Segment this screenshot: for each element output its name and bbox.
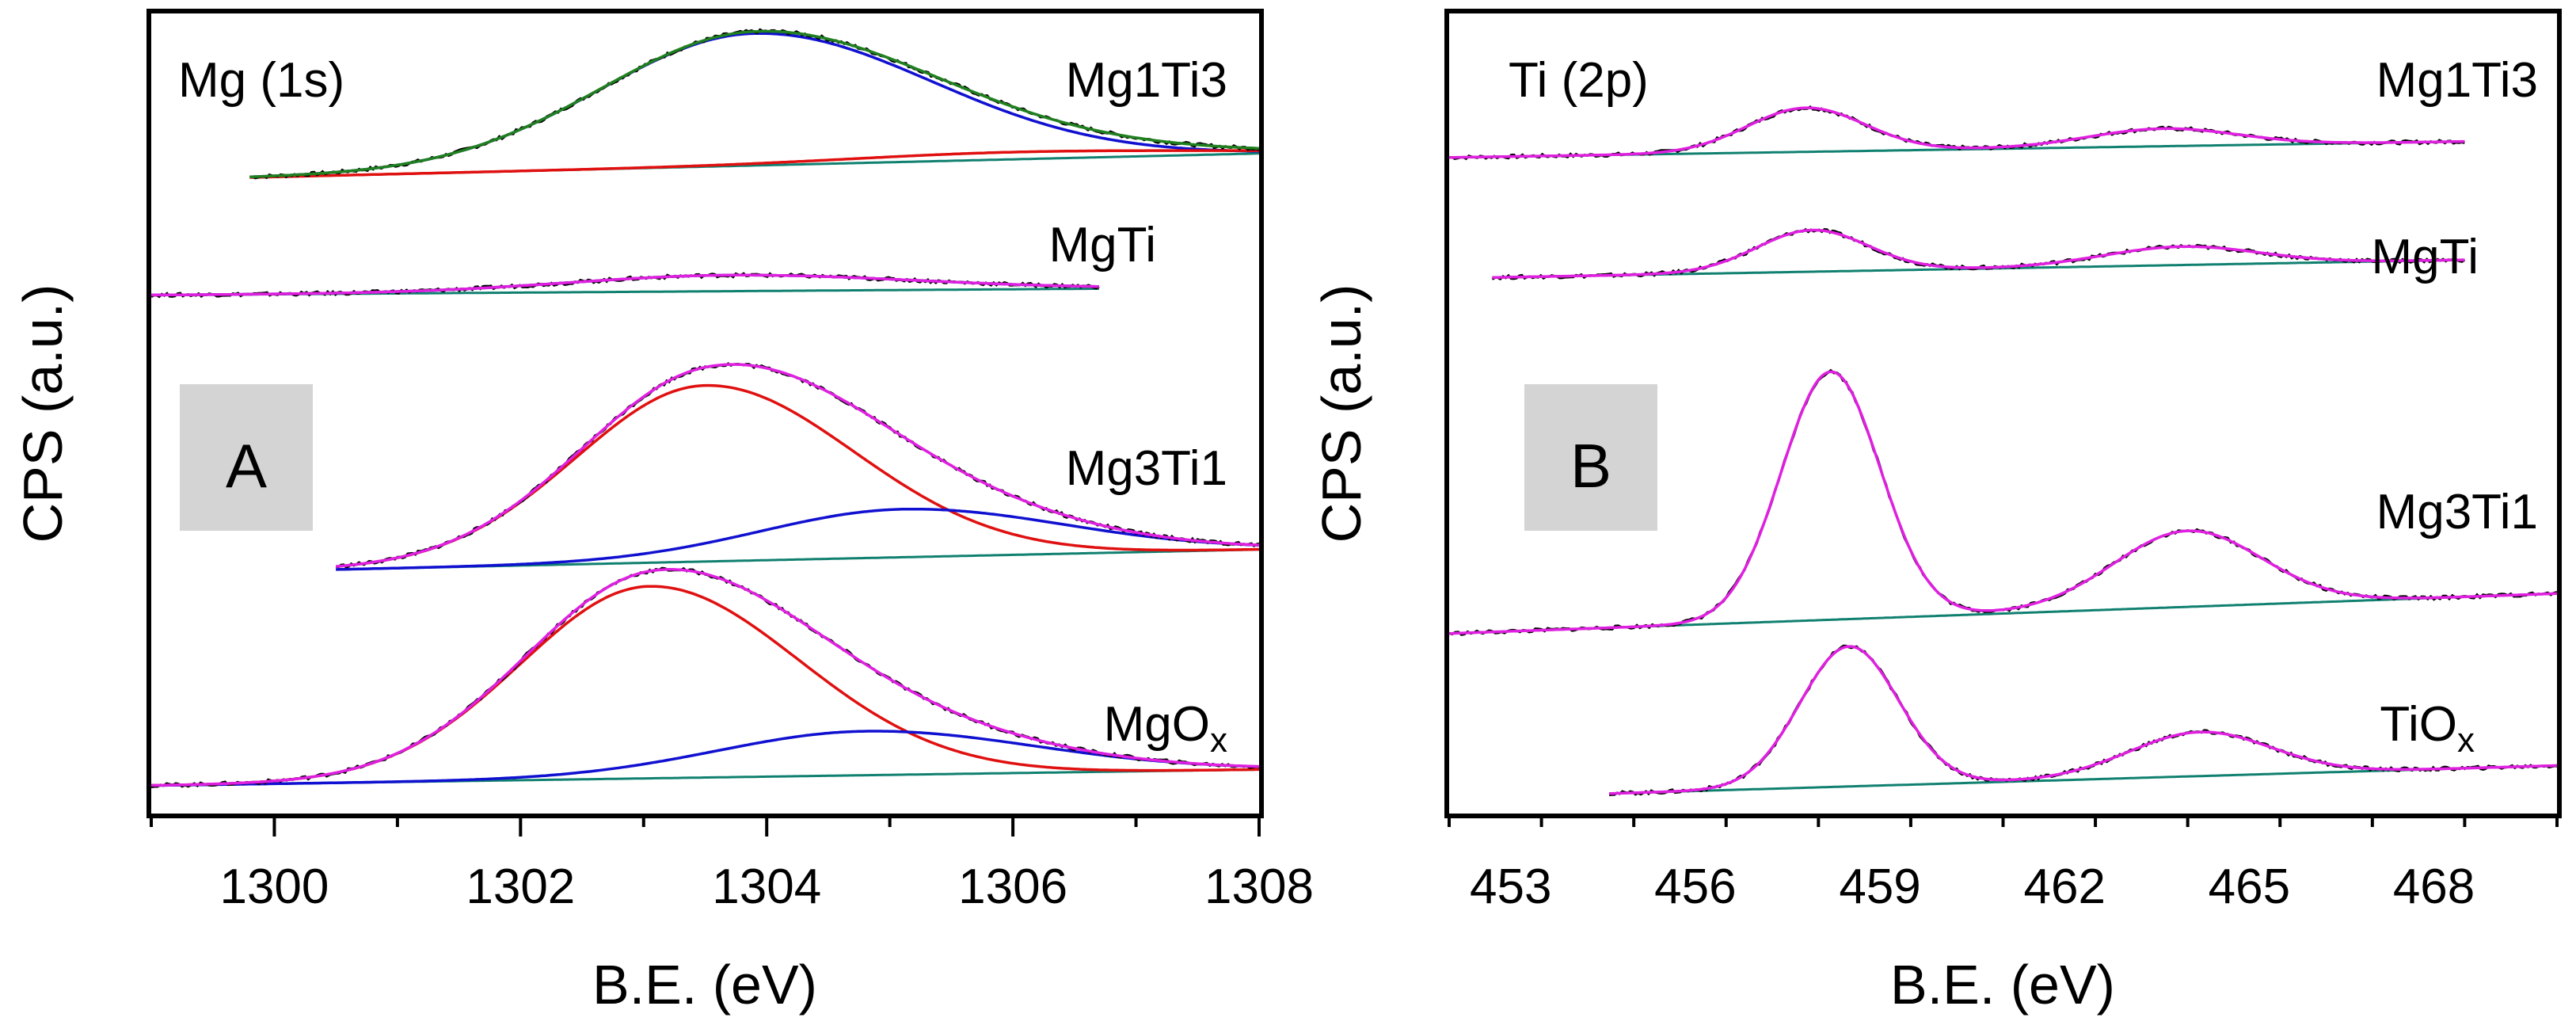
x-tick-label: 1300 xyxy=(219,859,329,914)
sample-label: Mg3Ti1 xyxy=(2376,485,2538,539)
x-tick-label: 1302 xyxy=(466,859,575,914)
x-tick-label: 453 xyxy=(1470,859,1551,914)
x-tick-label: 1304 xyxy=(712,859,821,914)
panel-a-x-axis: 1300 1302 1304 1306 1308 xyxy=(150,816,1314,914)
panel-a-frame xyxy=(146,9,1264,818)
sample-mg1ti3-curves xyxy=(249,28,1260,180)
sample-mgti-curves xyxy=(1491,227,2466,281)
x-tick-label: 1308 xyxy=(1204,859,1314,914)
fit-envelope xyxy=(1609,645,2558,795)
panel-a-element-label: Mg (1s) xyxy=(178,53,344,108)
sample-mgti-curves xyxy=(150,272,1100,299)
sample-mg3ti1-curves xyxy=(335,362,1260,571)
sample-label: Mg1Ti3 xyxy=(1066,53,1227,108)
panel-a-mg-1s: A Mg (1s) 1300 1302 1304 1306 1308 Mg1Ti3 MgT… xyxy=(12,9,1314,1016)
panel-b-label-box xyxy=(1524,384,1657,531)
fit-envelope xyxy=(1448,370,2558,635)
panel-a-label: A xyxy=(226,431,267,501)
panel-b-sample-labels: Mg1Ti3 MgTi Mg3Ti1 TiOx xyxy=(2372,53,2538,760)
panel-a-curves xyxy=(150,28,1260,789)
sample-label: Mg3Ti1 xyxy=(1066,441,1227,496)
panel-b-ti-2p: B Ti (2p) 453 456 459 462 465 468 Mg1Ti3MgTiM… xyxy=(1311,9,2562,1016)
panel-b-curves xyxy=(1448,105,2558,797)
sample-tiox-curves xyxy=(1608,644,2558,797)
panel-a-sample-labels: Mg1Ti3 MgTi Mg3Ti1 MgOx xyxy=(1049,53,1227,760)
panel-b-label: B xyxy=(1570,431,1611,501)
x-tick-label: 468 xyxy=(2393,859,2475,914)
sample-mgox-curves xyxy=(150,566,1260,789)
panel-b-y-axis-title: CPS (a.u.) xyxy=(1311,284,1372,543)
x-tick-label: 456 xyxy=(1654,859,1736,914)
component-peak xyxy=(151,730,1260,787)
fit-envelope xyxy=(249,29,1260,179)
fit-envelope xyxy=(1448,106,2465,159)
sample-label: TiOx xyxy=(2380,697,2475,760)
component-peak xyxy=(249,149,1259,179)
sample-label: MgTi xyxy=(1049,218,1156,272)
x-tick-label: 465 xyxy=(2209,859,2290,914)
sample-label: MgOx xyxy=(1104,697,1227,760)
sample-label: MgTi xyxy=(2372,230,2479,284)
sample-mg3ti1-curves xyxy=(1448,368,2558,636)
component-peak xyxy=(336,507,1260,571)
fit-envelope xyxy=(151,273,1099,297)
panel-b-element-label: Ti (2p) xyxy=(1509,53,1649,108)
panel-b-x-axis-title: B.E. (eV) xyxy=(1890,954,2115,1016)
x-tick-label: 462 xyxy=(2023,859,2105,914)
sample-mg1ti3-curves xyxy=(1448,105,2465,161)
x-tick-label: 1306 xyxy=(958,859,1067,914)
panel-a-y-axis-title: CPS (a.u.) xyxy=(12,284,74,543)
x-tick-label: 459 xyxy=(1839,859,1920,914)
panel-b-x-axis: 453 456 459 462 465 468 xyxy=(1448,816,2559,914)
fit-envelope xyxy=(1492,228,2465,280)
fit-envelope xyxy=(336,363,1260,568)
fit-envelope xyxy=(150,568,1260,787)
sample-label: Mg1Ti3 xyxy=(2376,53,2538,108)
panel-a-label-box xyxy=(180,384,313,531)
panel-a-x-axis-title: B.E. (eV) xyxy=(592,954,817,1016)
